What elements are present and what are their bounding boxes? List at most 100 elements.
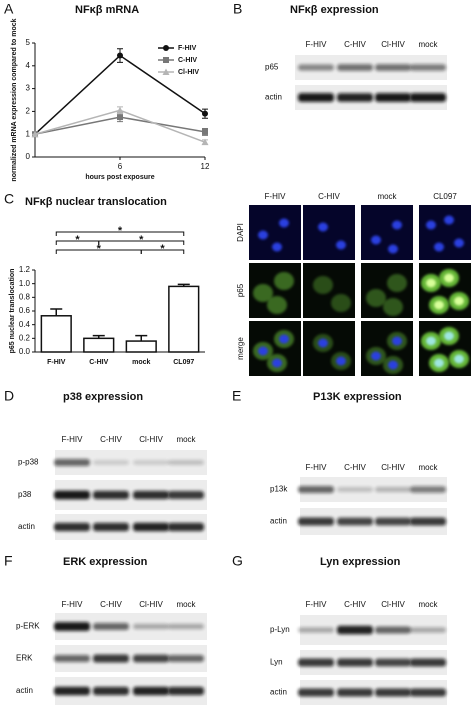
image-column-label: mock [377,192,397,201]
error-bar [177,283,190,287]
blot-title: NFκβ expression [290,4,379,16]
point [117,52,123,59]
nucleus [318,222,328,232]
blot-title: P13K expression [313,391,402,403]
band [168,623,204,630]
band [298,658,334,667]
x-tick-label: C-HIV [89,359,108,366]
x-tick-label: 6 [118,162,123,171]
lane-label: Cl-HIV [381,40,405,49]
nucleus [279,334,289,344]
cell-p65 [313,276,333,294]
lane-label: Cl-HIV [381,463,405,472]
panel-letter: E [232,388,241,404]
band [133,686,169,696]
nucleus [388,244,398,254]
x-tick-label: 12 [201,162,210,171]
nucleus [371,235,381,245]
bar [83,337,115,353]
y-axis-label: normalized mRNA expression compared to m… [11,18,18,181]
cell-p65 [274,272,294,290]
legend-label: F-HIV [178,45,197,52]
band [54,490,90,500]
row-label: ERK [16,654,33,663]
nucleus [434,242,444,252]
legend-label: C-HIV [178,57,197,64]
band [298,627,334,633]
lane-label: F-HIV [62,600,84,609]
x-tick-label: CL097 [173,359,194,366]
nucleus [434,358,444,368]
band [298,93,334,102]
y-tick-label: 0 [26,152,31,161]
legend-label: Cl-HIV [178,69,199,76]
band [54,459,90,466]
blot-title: ERK expression [63,556,148,568]
significance-bracket [140,249,185,254]
nucleus [454,354,464,364]
band [133,654,169,663]
band [337,658,373,667]
band [93,460,129,465]
significance-label: * [75,234,80,246]
image-row-label: DAPI [236,223,245,242]
cell-p65 [383,298,403,316]
lane-label: mock [418,600,438,609]
band [375,93,411,102]
y-tick-label: 0.0 [19,347,31,356]
lane-label: C-HIV [100,600,122,609]
band [168,655,204,662]
band [337,517,373,526]
image-column-label: CL097 [433,192,457,201]
nucleus [318,338,328,348]
lane-label: Cl-HIV [139,435,163,444]
nucleus [426,220,436,230]
band [337,625,373,635]
y-tick-label: 4 [26,61,31,70]
panel-letter: D [4,388,14,404]
band [337,93,373,102]
band [133,490,169,500]
bar [168,285,200,353]
nucleus [272,358,282,368]
chart-title: NFκβ mRNA [75,4,139,16]
band [375,64,411,71]
nucleus [272,242,282,252]
lane-label: C-HIV [100,435,122,444]
band [337,688,373,697]
significance-bracket [98,240,185,245]
band [298,517,334,526]
significance-bracket [55,231,185,236]
nucleus [444,331,454,341]
lane-label: mock [418,463,438,472]
band [375,517,411,526]
band [410,688,446,697]
error-bar [92,334,105,339]
image-row-label: merge [236,337,245,360]
blot-title: Lyn expression [320,556,401,568]
y-tick-label: 0.8 [19,292,31,301]
lane-label: C-HIV [344,40,366,49]
image-column-label: C-HIV [318,192,340,201]
band [375,658,411,667]
significance-label: * [139,234,144,246]
legend-marker [162,68,170,75]
panel-letter: A [4,1,14,17]
nucleus [426,336,436,346]
row-label: p-Lyn [270,625,290,634]
band [375,626,411,634]
nucleus-p65 [426,278,436,288]
x-tick-label: mock [132,359,150,366]
band [298,486,334,493]
band [93,623,129,630]
point [117,114,123,121]
row-label: actin [18,522,35,531]
y-tick-label: 1.0 [19,279,31,288]
band [133,623,169,630]
error-bar [135,334,148,342]
nucleus-p65 [454,296,464,306]
legend-marker [163,57,169,63]
nucleus [258,346,268,356]
lane-label: C-HIV [344,463,366,472]
